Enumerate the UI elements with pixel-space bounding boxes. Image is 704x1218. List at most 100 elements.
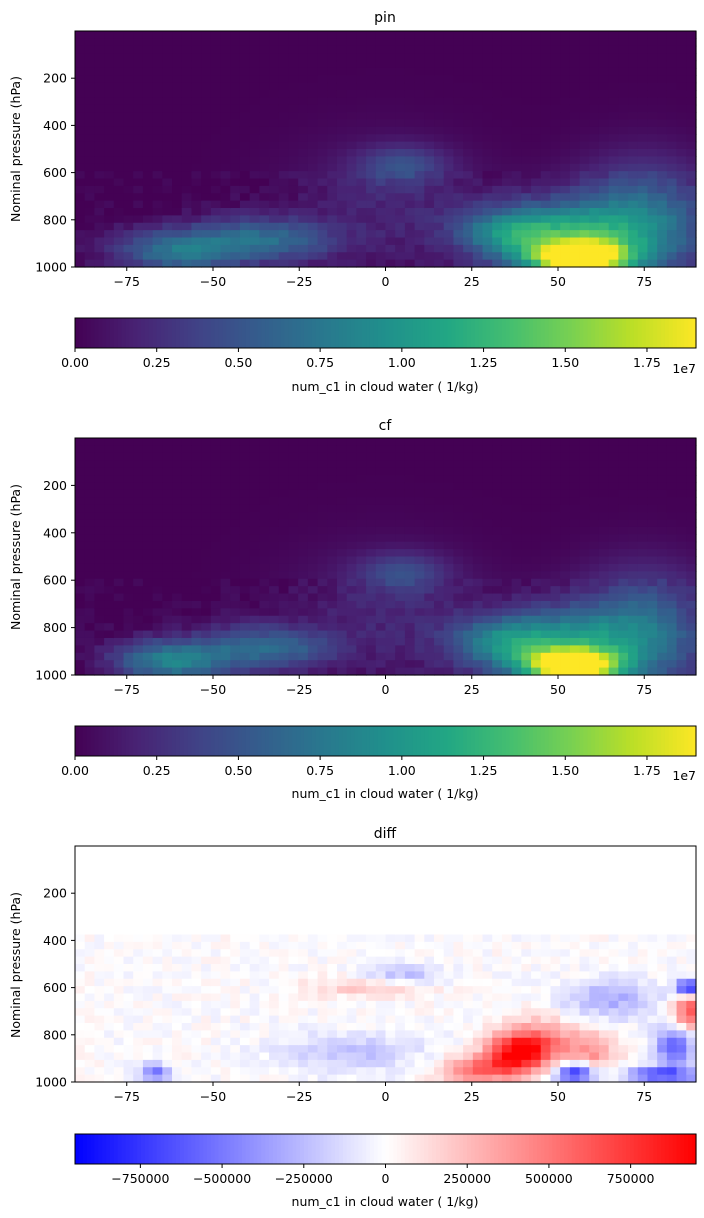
heatmap-cell <box>288 222 299 231</box>
colorbar-segment <box>505 318 511 348</box>
heatmap-cell <box>152 445 163 454</box>
heatmap-cell <box>94 1037 105 1046</box>
heatmap-cell <box>569 244 581 253</box>
heatmap-cell <box>162 630 173 639</box>
heatmap-cell <box>686 593 697 602</box>
heatmap-cell <box>94 1059 105 1068</box>
heatmap-cell <box>220 134 231 143</box>
heatmap-cell <box>385 519 396 528</box>
heatmap-cell <box>201 1067 212 1076</box>
heatmap-cell <box>657 475 668 484</box>
heatmap-cell <box>453 600 464 609</box>
heatmap-cell <box>278 541 290 550</box>
heatmap-cell <box>531 45 542 54</box>
heatmap-cell <box>201 1008 212 1017</box>
heatmap-cell <box>589 549 600 558</box>
heatmap-cell <box>531 156 542 165</box>
heatmap-cell <box>210 660 222 669</box>
heatmap-cell <box>181 630 193 639</box>
heatmap-cell <box>666 90 678 98</box>
heatmap-cell <box>666 171 678 180</box>
heatmap-cell <box>676 526 687 535</box>
colorbar-segment <box>602 726 608 756</box>
heatmap-cell <box>540 104 552 113</box>
heatmap-cell <box>686 112 697 121</box>
heatmap-cell <box>84 927 95 936</box>
heatmap-cell <box>201 860 212 869</box>
colorbar-segment <box>482 318 488 348</box>
heatmap-cell <box>75 126 86 135</box>
heatmap-cell <box>686 497 697 506</box>
heatmap-cell <box>657 549 668 558</box>
heatmap-cell <box>336 630 348 639</box>
heatmap-cell <box>75 563 86 572</box>
heatmap-cell <box>239 541 251 550</box>
heatmap-cell <box>463 134 474 143</box>
heatmap-cell <box>579 104 590 113</box>
heatmap-cell <box>259 556 270 565</box>
heatmap-cell <box>482 149 493 157</box>
heatmap-cell <box>327 252 338 261</box>
heatmap-cell <box>375 460 387 469</box>
heatmap-cell <box>181 112 193 121</box>
heatmap-cell <box>404 586 416 595</box>
heatmap-cell <box>113 897 125 906</box>
heatmap-cell <box>395 623 406 632</box>
heatmap-cell <box>75 75 86 84</box>
heatmap-cell <box>181 60 193 69</box>
heatmap-cell <box>375 230 387 239</box>
heatmap-cell <box>259 208 270 216</box>
heatmap-cell <box>676 60 687 69</box>
heatmap-cell <box>278 222 290 231</box>
heatmap-cell <box>550 252 561 261</box>
heatmap-cell <box>210 215 222 224</box>
heatmap-cell <box>201 38 212 47</box>
heatmap-cell <box>142 637 154 646</box>
heatmap-cell <box>104 941 115 950</box>
heatmap-cell <box>327 134 338 143</box>
heatmap-cell <box>647 104 658 113</box>
heatmap-cell <box>172 652 183 661</box>
heatmap-cell <box>239 134 251 143</box>
heatmap-cell <box>482 134 493 143</box>
heatmap-cell <box>647 512 658 521</box>
heatmap-cell <box>172 222 183 231</box>
heatmap-cell <box>395 45 406 54</box>
heatmap-cell <box>142 608 154 617</box>
heatmap-cell <box>230 252 241 261</box>
heatmap-cell <box>152 452 163 461</box>
heatmap-cell <box>443 637 455 646</box>
heatmap-cell <box>608 82 619 91</box>
heatmap-cell <box>356 45 367 54</box>
heatmap-cell <box>589 556 600 565</box>
heatmap-cell <box>657 482 668 491</box>
heatmap-cell <box>152 252 163 261</box>
heatmap-cell <box>123 208 134 216</box>
heatmap-cell <box>288 60 299 69</box>
heatmap-cell <box>133 986 144 995</box>
heatmap-cell <box>657 615 668 624</box>
heatmap-cell <box>453 489 464 498</box>
heatmap-cell <box>75 53 86 62</box>
heatmap-cell <box>501 541 513 550</box>
colorbar-segment <box>416 318 422 348</box>
heatmap-cell <box>336 489 348 498</box>
heatmap-cell <box>492 185 503 194</box>
heatmap-cell <box>550 600 561 609</box>
heatmap-cell <box>628 141 639 150</box>
heatmap-cell <box>414 259 425 268</box>
heatmap-cell <box>239 519 251 528</box>
heatmap-cell <box>210 919 222 928</box>
heatmap-cell <box>540 623 552 632</box>
heatmap-cell <box>628 82 639 91</box>
heatmap-cell <box>142 630 154 639</box>
colorbar-segment <box>102 318 107 348</box>
heatmap-cell <box>628 526 639 535</box>
heatmap-cell <box>259 563 270 572</box>
heatmap-cell <box>123 571 134 580</box>
heatmap-cell <box>579 60 590 69</box>
heatmap-cell <box>569 178 581 187</box>
heatmap-cell <box>453 237 464 246</box>
heatmap-cell <box>521 222 532 231</box>
heatmap-cell <box>249 637 260 646</box>
